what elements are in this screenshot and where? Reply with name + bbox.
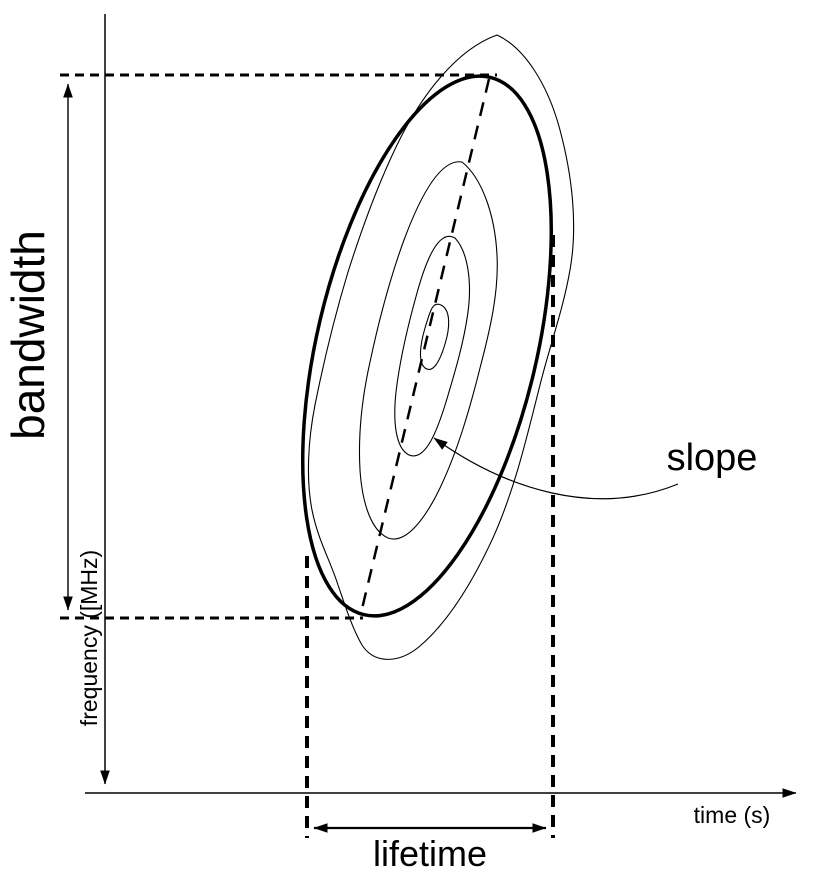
signal-ellipse — [300, 74, 554, 618]
slope-dashed-line — [359, 78, 491, 614]
contour-core — [419, 303, 450, 370]
contour-outer — [307, 34, 575, 660]
slope-pointer-arrow — [433, 437, 679, 500]
lifetime-label: lifetime — [373, 833, 487, 874]
contour-middle — [358, 161, 498, 540]
contour-inner — [394, 235, 471, 457]
bandwidth-label: bandwidth — [2, 230, 54, 440]
frequency-axis-label: frequency ([MHz) — [76, 550, 102, 726]
slope-label: slope — [667, 437, 758, 479]
time-axis-label: time (s) — [694, 802, 771, 828]
